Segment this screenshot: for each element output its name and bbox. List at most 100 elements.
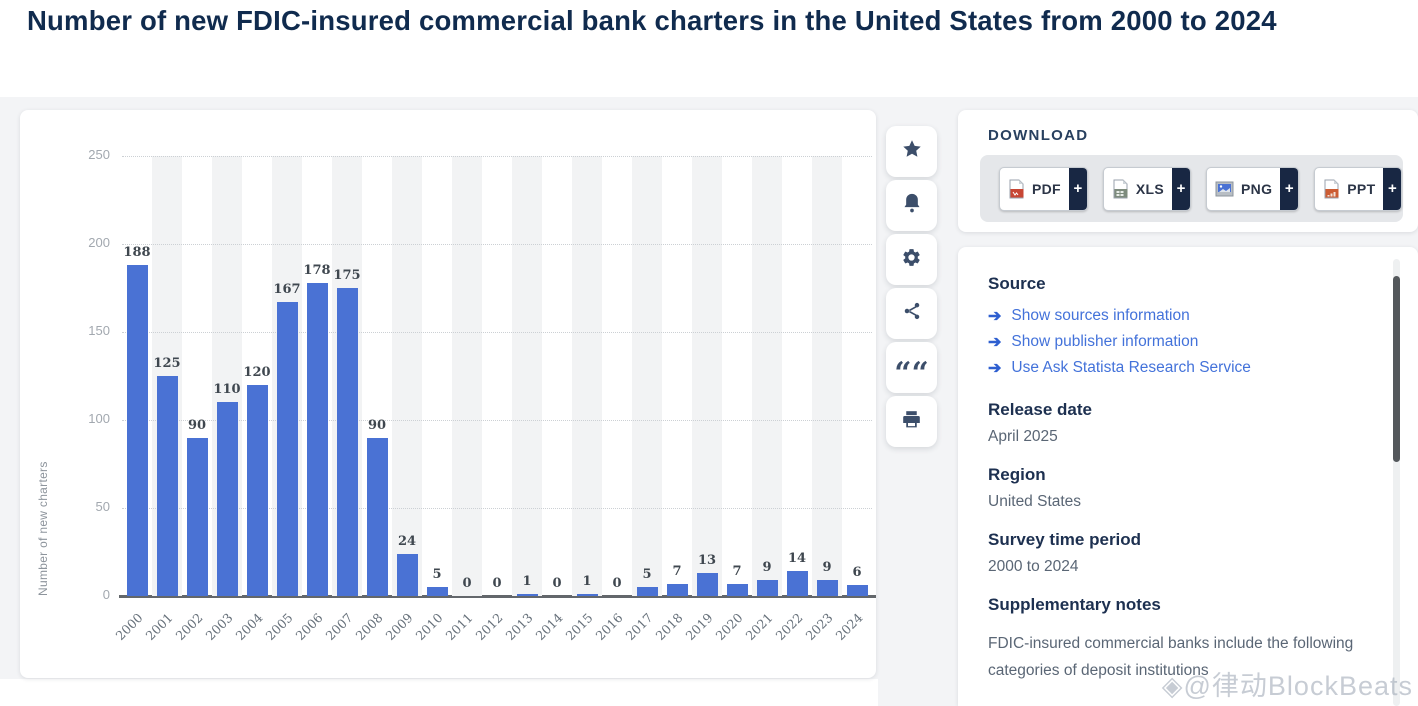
y-tick-label: 0 [102,587,110,602]
y-tick-label: 250 [88,147,110,162]
chart-card: Number of new charters 0 50 100 150 200 250 1… [20,110,876,678]
survey-period-value: 2000 to 2024 [988,558,1079,575]
gridline [122,332,872,333]
bar-2007[interactable] [336,288,358,596]
bar-value-label: 167 [273,282,301,297]
y-tick-label: 50 [95,499,110,514]
bar-chart-plot-area: 188 2000 125 2001 90 2002 110 2003 120 2004 167 200… [113,156,876,643]
show-publisher-link[interactable]: ➔ Show publisher information [988,329,1380,355]
gridline [122,156,872,157]
bar-value-label: 0 [462,576,472,591]
share-icon [902,301,922,326]
background-stripe [512,156,542,596]
settings-button[interactable] [886,234,937,285]
ppt-plus-icon[interactable]: + [1383,167,1402,210]
bar-value-label: 120 [243,365,271,380]
download-png-button[interactable]: PNG + [1206,166,1300,211]
bar-2020[interactable] [726,584,748,596]
alert-button[interactable] [886,180,937,231]
bar-2002[interactable] [186,438,208,596]
bar-2003[interactable] [216,402,238,596]
bar-2005[interactable] [276,302,298,596]
share-button[interactable] [886,288,937,339]
download-xls-label: XLS [1135,180,1165,197]
bar-value-label: 0 [552,576,562,591]
bar-value-label: 7 [732,564,742,579]
gear-icon [901,247,922,273]
download-xls-button[interactable]: XLS + [1102,166,1192,211]
bar-2022[interactable] [786,571,808,596]
png-plus-icon[interactable]: + [1280,167,1299,210]
bar-2010[interactable] [426,587,448,596]
bar-2019[interactable] [696,573,718,596]
download-tray: PDF + XLS + PNG + [980,155,1403,222]
scrollbar-thumb[interactable] [1393,276,1400,462]
region-heading: Region [988,465,1046,484]
favorite-button[interactable] [886,126,937,177]
ask-statista-link-label: Use Ask Statista Research Service [1011,359,1251,376]
bar-2023[interactable] [816,580,838,596]
download-ppt-button[interactable]: PPT + [1314,166,1403,211]
bar-2000[interactable] [126,265,148,596]
bar-value-label: 90 [367,418,387,433]
background-stripe [632,156,662,596]
background-stripe [392,156,422,596]
bar-2024[interactable] [846,585,868,596]
bar-value-label: 9 [762,560,772,575]
show-publisher-link-label: Show publisher information [1011,333,1199,350]
bar-value-label: 125 [153,356,181,371]
download-card: DOWNLOAD PDF + XLS + [958,110,1418,232]
bar-value-label: 24 [397,534,417,549]
bar-2018[interactable] [666,584,688,596]
y-tick-label: 200 [88,235,110,250]
pdf-plus-icon[interactable]: + [1068,167,1087,210]
download-pdf-button[interactable]: PDF + [999,166,1088,211]
show-sources-link[interactable]: ➔ Show sources information [988,303,1380,329]
background-stripe [752,156,782,596]
bar-2021[interactable] [756,580,778,596]
bar-value-label: 7 [672,564,682,579]
xls-file-icon [1112,179,1129,199]
pdf-file-icon [1008,179,1025,199]
page-title: Number of new FDIC-insured commercial ba… [27,5,1277,36]
star-icon [901,138,923,165]
arrow-right-icon: ➔ [988,308,1002,325]
ppt-file-icon [1323,179,1340,199]
download-heading: DOWNLOAD [988,127,1089,144]
bar-value-label: 175 [333,268,361,283]
bar-2017[interactable] [636,587,658,596]
download-ppt-label: PPT [1347,180,1376,197]
citation-button[interactable]: ““ [886,342,937,393]
gridline [122,508,872,509]
ask-statista-link[interactable]: ➔ Use Ask Statista Research Service [988,355,1380,381]
bar-value-label: 5 [642,567,652,582]
background-stripe [692,156,722,596]
bar-2015[interactable] [576,594,598,596]
bar-value-label: 178 [303,263,331,278]
bar-value-label: 5 [432,567,442,582]
gridline [122,244,872,245]
y-tick-label: 150 [88,323,110,338]
bar-2008[interactable] [366,438,388,596]
scrollbar-track[interactable] [1393,259,1400,706]
y-tick-label: 100 [88,411,110,426]
bar-value-label: 110 [213,382,241,397]
xls-plus-icon[interactable]: + [1172,167,1191,210]
gridline [122,420,872,421]
bar-value-label: 13 [697,553,717,568]
bar-2004[interactable] [246,385,268,596]
bar-value-label: 1 [522,574,532,589]
background-stripe [452,156,482,596]
print-button[interactable] [886,396,937,447]
bar-2009[interactable] [396,554,418,596]
x-axis-baseline [119,595,876,598]
quote-icon: ““ [894,356,929,379]
bar-2006[interactable] [306,283,328,596]
bar-value-label: 0 [612,576,622,591]
source-heading: Source [988,274,1046,293]
arrow-right-icon: ➔ [988,360,1002,377]
bar-2013[interactable] [516,594,538,596]
bar-2001[interactable] [156,376,178,596]
bar-value-label: 9 [822,560,832,575]
download-pdf-label: PDF [1032,180,1061,197]
